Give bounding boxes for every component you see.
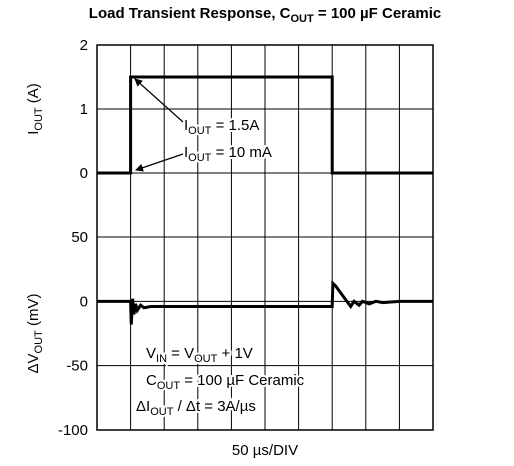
annotation-part: ΔI [136,398,150,415]
arrow [135,153,184,172]
y-axis-label-part: OUT [33,330,45,354]
annotation-part: = 1.5A [211,117,259,134]
chart-title-part: Load Transient Response, C [89,5,291,22]
annotation-part: V [146,345,156,362]
annotation-part: I [184,144,188,161]
y-tick-label: -50 [66,358,88,375]
y-tick-label: 50 [71,229,88,246]
x-axis-label: 50 µs/DIV [232,442,298,459]
chart-title-part: OUT [291,13,315,25]
annotation-part: = 10 mA [211,144,271,161]
y-axis-label-part: ΔV [25,353,42,373]
y-tick-label: 1 [80,101,88,118]
annotation: VIN = VOUT + 1V [146,345,253,365]
annotation-part: I [184,117,188,134]
annotation-part: + 1V [217,345,252,362]
y-tick-label: 2 [80,37,88,54]
arrow [134,78,184,123]
data-line [97,75,433,175]
annotation-part: OUT [150,406,174,418]
annotation: IOUT = 1.5A [184,117,259,137]
y-axis-label: IOUT (A) [25,83,45,135]
y-tick-label: 0 [80,293,88,310]
annotation-part: C [146,372,157,389]
annotation-part: = V [167,345,194,362]
plot-frame [96,44,434,431]
y-tick-label: 0 [80,165,88,182]
y-axis-label: ΔVOUT (mV) [25,294,45,374]
data-line [97,279,433,325]
y-axis-label-part: (mV) [25,294,42,331]
annotation: ΔIOUT / Δt = 3A/µs [136,398,256,418]
annotation-part: IN [156,353,167,365]
chart-title: Load Transient Response, COUT = 100 µF C… [89,5,441,25]
annotation-part: = 100 µF Ceramic [180,372,305,389]
annotation-part: OUT [188,125,212,137]
y-axis-label-part: I [25,131,42,135]
annotation-part: OUT [188,152,212,164]
annotation-part: OUT [194,353,218,365]
annotation: IOUT = 10 mA [184,144,272,164]
y-tick-label: -100 [58,422,88,439]
y-axis-label-part: (A) [25,83,42,107]
annotation-part: / Δt = 3A/µs [173,398,255,415]
annotation: COUT = 100 µF Ceramic [146,372,305,392]
annotation-part: OUT [157,380,181,392]
y-axis-label-part: OUT [33,107,45,131]
chart-title-part: = 100 µF Ceramic [314,5,441,22]
